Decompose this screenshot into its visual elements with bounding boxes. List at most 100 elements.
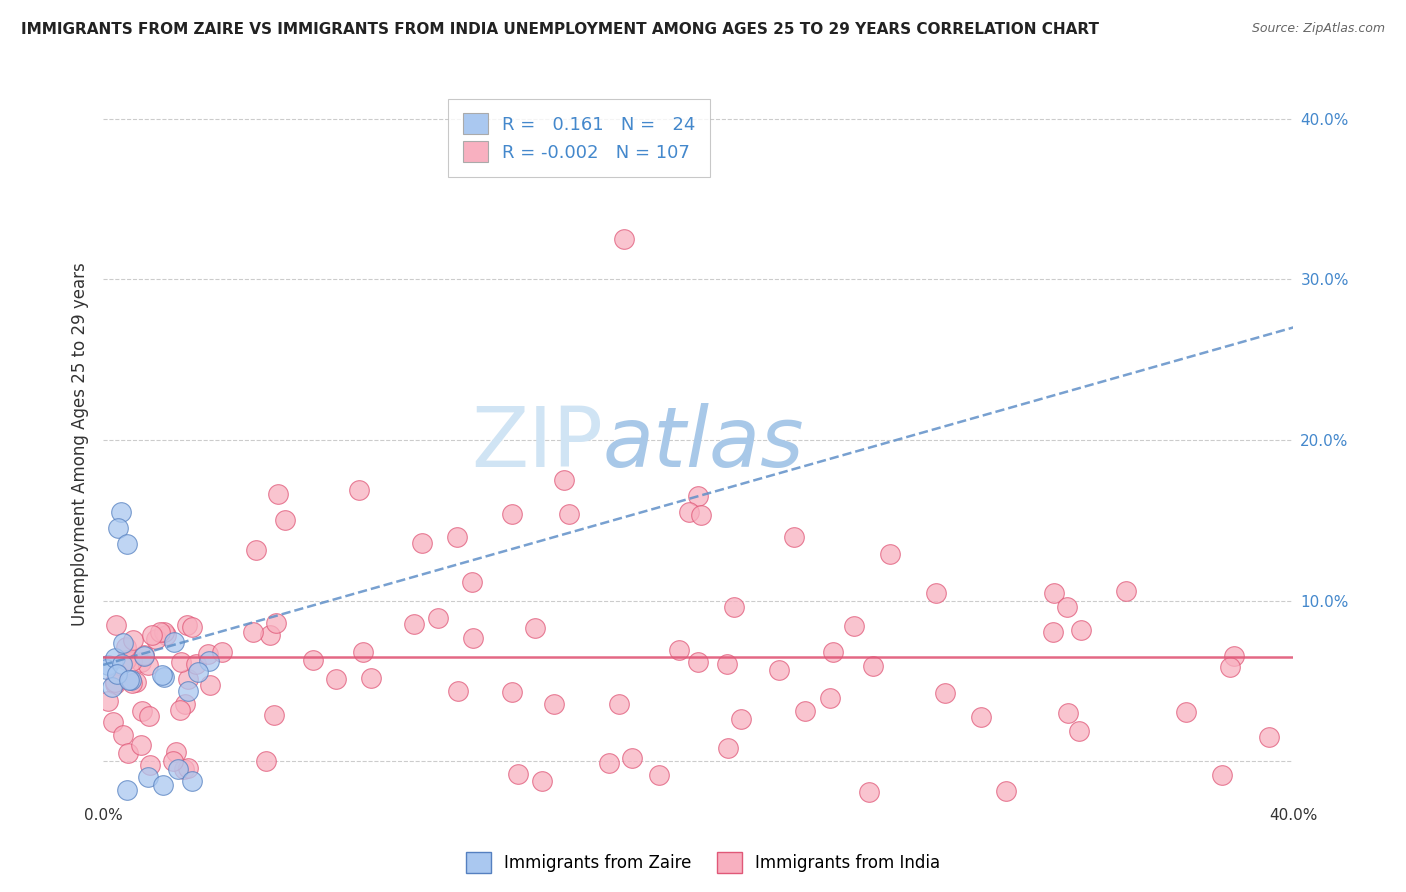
Point <box>197 647 219 661</box>
Point <box>1043 586 1066 600</box>
Point <box>110 505 132 519</box>
Point <box>145 632 167 646</box>
Point <box>688 655 710 669</box>
Point <box>152 779 174 793</box>
Point <box>259 628 281 642</box>
Point <box>730 712 752 726</box>
Point <box>129 655 152 669</box>
Y-axis label: Unemployment Among Ages 25 to 29 years: Unemployment Among Ages 25 to 29 years <box>72 262 89 626</box>
Point <box>460 574 482 589</box>
Point <box>506 767 529 781</box>
Point <box>621 751 644 765</box>
Point <box>301 653 323 667</box>
Point <box>162 754 184 768</box>
Point <box>166 763 188 777</box>
Point <box>120 673 142 688</box>
Point <box>115 640 138 654</box>
Point <box>360 671 382 685</box>
Point <box>1258 731 1281 745</box>
Point <box>530 774 553 789</box>
Point <box>501 507 523 521</box>
Point <box>104 651 127 665</box>
Point <box>131 704 153 718</box>
Point <box>461 632 484 646</box>
Point <box>1219 660 1241 674</box>
Point <box>862 658 884 673</box>
Point <box>254 754 277 768</box>
Point <box>173 762 195 776</box>
Point <box>607 697 630 711</box>
Point <box>598 756 620 770</box>
Point <box>1223 648 1246 663</box>
Point <box>211 645 233 659</box>
Point <box>543 698 565 712</box>
Point <box>325 672 347 686</box>
Point <box>613 232 636 246</box>
Point <box>187 665 209 679</box>
Point <box>678 505 700 519</box>
Point <box>138 657 160 672</box>
Point <box>177 684 200 698</box>
Point <box>446 530 468 544</box>
Point <box>100 680 122 694</box>
Point <box>181 773 204 788</box>
Text: Source: ZipAtlas.com: Source: ZipAtlas.com <box>1251 22 1385 36</box>
Point <box>163 635 186 649</box>
Point <box>648 768 671 782</box>
Point <box>97 693 120 707</box>
Point <box>152 670 174 684</box>
Text: IMMIGRANTS FROM ZAIRE VS IMMIGRANTS FROM INDIA UNEMPLOYMENT AMONG AGES 25 TO 29 : IMMIGRANTS FROM ZAIRE VS IMMIGRANTS FROM… <box>21 22 1099 37</box>
Text: ZIP: ZIP <box>471 403 603 484</box>
Point <box>242 624 264 639</box>
Point <box>104 674 127 689</box>
Point <box>111 657 134 672</box>
Point <box>115 653 138 667</box>
Point <box>274 513 297 527</box>
Point <box>411 536 433 550</box>
Point <box>198 678 221 692</box>
Point <box>688 489 710 503</box>
Point <box>1042 624 1064 639</box>
Point <box>524 621 547 635</box>
Point <box>149 624 172 639</box>
Point <box>129 738 152 752</box>
Point <box>1175 706 1198 720</box>
Point <box>267 487 290 501</box>
Point <box>125 674 148 689</box>
Point <box>169 655 191 669</box>
Point <box>783 530 806 544</box>
Point <box>793 704 815 718</box>
Point <box>138 709 160 723</box>
Point <box>184 657 207 672</box>
Point <box>690 508 713 522</box>
Point <box>1056 600 1078 615</box>
Point <box>141 628 163 642</box>
Point <box>818 690 841 705</box>
Point <box>501 685 523 699</box>
Point <box>352 645 374 659</box>
Point <box>176 672 198 686</box>
Point <box>768 663 790 677</box>
Point <box>174 698 197 712</box>
Point <box>121 632 143 647</box>
Point <box>716 657 738 671</box>
Point <box>97 657 120 672</box>
Point <box>165 745 187 759</box>
Point <box>104 677 127 691</box>
Point <box>842 619 865 633</box>
Point <box>995 783 1018 797</box>
Point <box>821 645 844 659</box>
Point <box>169 703 191 717</box>
Point <box>668 642 690 657</box>
Point <box>1070 623 1092 637</box>
Point <box>553 473 575 487</box>
Point <box>1067 724 1090 739</box>
Legend: Immigrants from Zaire, Immigrants from India: Immigrants from Zaire, Immigrants from I… <box>460 846 946 880</box>
Legend: R =   0.161   N =   24, R = -0.002   N = 107: R = 0.161 N = 24, R = -0.002 N = 107 <box>449 99 710 177</box>
Point <box>1057 706 1080 720</box>
Point <box>245 542 267 557</box>
Point <box>111 728 134 742</box>
Point <box>177 761 200 775</box>
Point <box>1115 583 1137 598</box>
Point <box>118 673 141 687</box>
